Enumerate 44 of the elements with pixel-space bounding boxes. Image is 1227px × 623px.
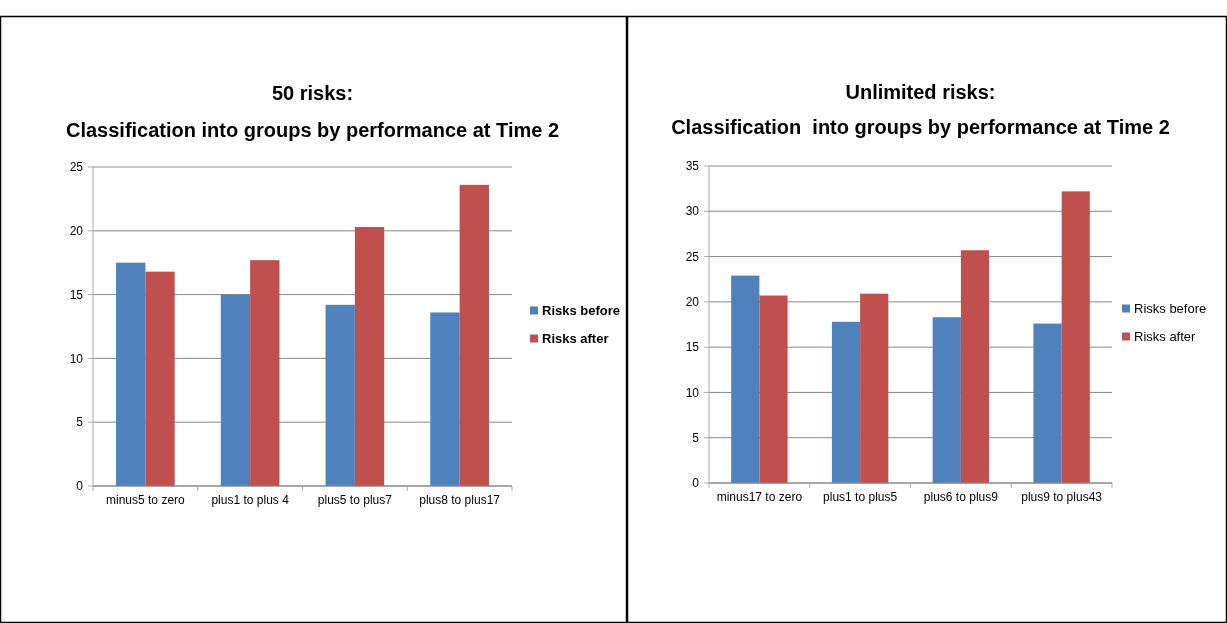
bar <box>831 321 861 483</box>
y-tick-label: 25 <box>685 249 700 264</box>
y-tick-label: 30 <box>685 204 700 219</box>
chart-title: 50 risks: Classification into groups by performance at Time 2 <box>65 82 560 141</box>
y-tick-label: 10 <box>685 385 700 400</box>
y-tick-label: 5 <box>692 430 700 445</box>
y-tick-label: 35 <box>685 159 700 174</box>
y-tick-label: 20 <box>685 295 700 310</box>
x-tick-label: plus6 to plus9 <box>923 490 999 504</box>
bar <box>960 250 990 483</box>
legend-label: Risks after <box>1134 329 1197 345</box>
bar <box>932 317 961 483</box>
y-tick-label: 20 <box>69 224 84 238</box>
x-tick-label: minus5 to zero <box>106 493 186 507</box>
x-tick-label: plus9 to plus43 <box>1021 490 1103 504</box>
bar <box>759 295 788 483</box>
bar <box>354 226 385 486</box>
legend-label: Risks before <box>542 303 621 319</box>
y-tick-label: 15 <box>69 287 84 302</box>
bar <box>220 294 251 486</box>
y-tick-label: 25 <box>69 160 84 175</box>
x-tick-label: plus8 to plus17 <box>419 493 501 507</box>
y-tick-label: 0 <box>692 476 700 491</box>
bar <box>1033 323 1062 483</box>
bar <box>116 262 146 486</box>
bar <box>325 304 355 486</box>
bar <box>145 271 175 486</box>
bar <box>860 293 889 483</box>
y-tick-label: 10 <box>69 351 84 366</box>
y-tick-label: 5 <box>76 415 84 430</box>
x-tick-label: plus5 to plus7 <box>317 493 393 507</box>
x-tick-label: plus1 to plus5 <box>823 490 898 504</box>
y-tick-label: 0 <box>76 479 84 494</box>
legend-label: Risks after <box>542 331 609 347</box>
bar <box>459 184 489 486</box>
x-tick-label: minus17 to zero <box>716 490 803 504</box>
x-tick-label: plus1 to plus 4 <box>211 493 290 507</box>
chart-title: Unlimited risks: Classification into groups by performance at Time 2 <box>671 81 1170 138</box>
legend-label: Risks before <box>1134 301 1207 317</box>
bar <box>430 312 460 486</box>
bar <box>250 260 280 486</box>
y-tick-label: 15 <box>685 340 700 355</box>
bar <box>1061 191 1090 483</box>
bar <box>731 275 760 483</box>
